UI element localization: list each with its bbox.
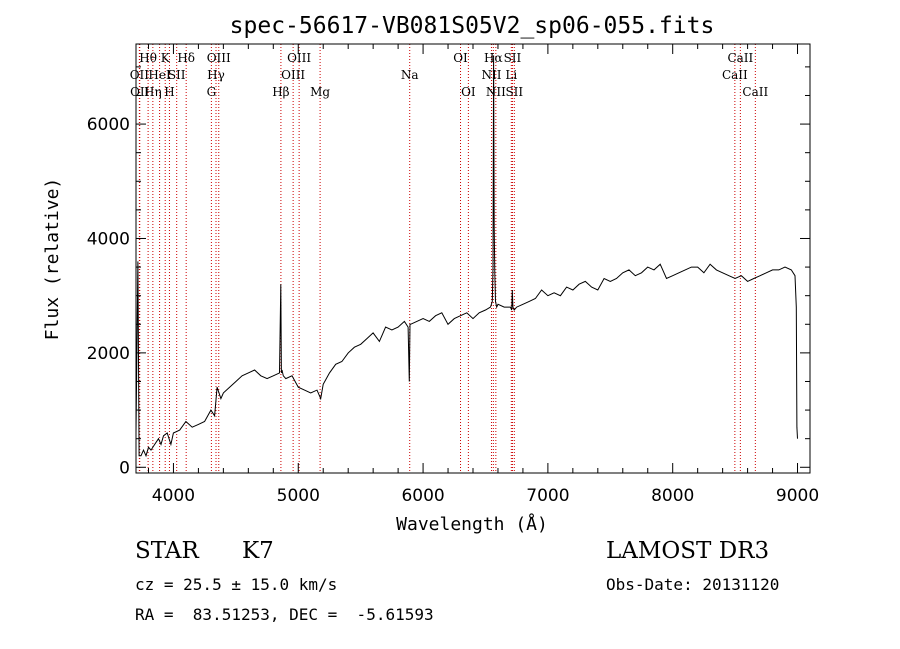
coordinates-text: RA = 83.51253, DEC = -5.61593 xyxy=(135,605,434,624)
spectral-line-label: Mg xyxy=(310,85,330,99)
spectral-line-label: CaII xyxy=(722,68,748,82)
spectral-line-label: SII xyxy=(505,85,523,99)
spectral-line-labels: OII OII Hθ Hη HeI K H SII Hδ G Hγ OIII Hβ OIII OIII Mg N… xyxy=(130,51,769,99)
spectral-line-label: Li xyxy=(505,68,517,82)
x-axis-label: Wavelength (Å) xyxy=(396,513,548,535)
redshift-text: cz = 25.5 ± 15.0 km/s xyxy=(135,575,338,594)
spectral-line-label: OIII xyxy=(207,51,231,65)
plot-frame xyxy=(135,43,811,474)
spectral-line-label: SII xyxy=(168,68,186,82)
spectral-line-label: OII xyxy=(130,85,150,99)
spectral-line-label: H xyxy=(164,85,174,99)
y-tick-label: 0 xyxy=(119,458,130,478)
object-subclass: K7 xyxy=(242,538,274,564)
y-tick-label: 2000 xyxy=(87,344,130,364)
spectral-line-label: Na xyxy=(401,68,419,82)
y-axis-label: Flux (relative) xyxy=(42,178,63,341)
spectrum-series xyxy=(135,55,798,458)
x-tick-label: 5000 xyxy=(277,486,320,506)
spectral-line-markers xyxy=(138,44,756,473)
spectral-line-label: NII xyxy=(486,85,506,99)
spectral-line-label: Hδ xyxy=(177,51,195,65)
x-tick-label: 8000 xyxy=(651,486,694,506)
spectral-line-label: NII xyxy=(481,68,501,82)
spectral-line-label: Hβ xyxy=(272,85,289,99)
x-tick-label: 7000 xyxy=(526,486,569,506)
spectral-line-label: CaII xyxy=(727,51,753,65)
spectrum-line xyxy=(135,55,798,458)
spectral-line-label: Hγ xyxy=(207,68,225,82)
survey-name: LAMOST DR3 xyxy=(606,538,770,564)
obs-date-text: Obs-Date: 20131120 xyxy=(606,575,780,594)
spectral-line-label: OIII xyxy=(281,68,305,82)
y-axis-ticks: 0 2000 4000 6000 xyxy=(87,66,810,478)
spectral-line-label: OI xyxy=(461,85,476,99)
spectral-line-label: OI xyxy=(453,51,468,65)
y-tick-label: 6000 xyxy=(87,115,130,135)
chart-title: spec-56617-VB081S05V2_sp06-055.fits xyxy=(230,13,715,39)
x-tick-label: 9000 xyxy=(776,486,819,506)
spectral-line-label: Hη xyxy=(144,85,162,99)
y-tick-label: 4000 xyxy=(87,229,130,249)
spectral-line-label: Hθ xyxy=(139,51,157,65)
x-axis-ticks: 4000 5000 6000 7000 8000 9000 xyxy=(147,44,819,506)
object-class: STAR xyxy=(135,538,199,564)
spectral-line-label: HeI xyxy=(148,68,171,82)
spectral-line-label: G xyxy=(207,85,217,99)
spectral-line-label: OIII xyxy=(287,51,311,65)
spectral-line-label: OII xyxy=(130,68,150,82)
x-tick-label: 4000 xyxy=(152,486,195,506)
spectral-line-label: CaII xyxy=(742,85,768,99)
x-tick-label: 6000 xyxy=(401,486,444,506)
spectral-line-label: K xyxy=(161,51,171,65)
spectral-line-label: SII xyxy=(504,51,522,65)
